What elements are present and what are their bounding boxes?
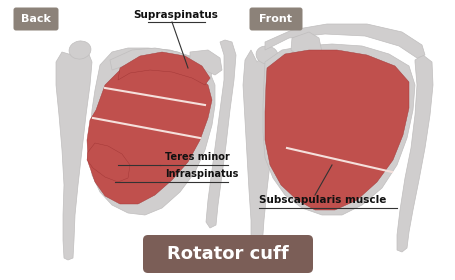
Polygon shape	[397, 55, 433, 252]
Polygon shape	[263, 44, 415, 215]
Polygon shape	[90, 48, 215, 215]
Polygon shape	[206, 40, 236, 228]
Text: Back: Back	[21, 14, 51, 24]
FancyBboxPatch shape	[143, 235, 313, 273]
Text: Infraspinatus: Infraspinatus	[165, 169, 238, 179]
Polygon shape	[110, 48, 212, 80]
FancyBboxPatch shape	[14, 8, 59, 31]
Text: Subscapularis muscle: Subscapularis muscle	[259, 195, 386, 205]
Polygon shape	[190, 50, 222, 75]
FancyBboxPatch shape	[249, 8, 303, 31]
Polygon shape	[87, 65, 212, 204]
Ellipse shape	[69, 41, 91, 59]
Polygon shape	[291, 32, 322, 60]
Text: Rotator cuff: Rotator cuff	[167, 245, 289, 263]
Ellipse shape	[256, 46, 278, 64]
Text: Front: Front	[259, 14, 293, 24]
Text: Supraspinatus: Supraspinatus	[134, 10, 218, 20]
Polygon shape	[265, 50, 409, 210]
Polygon shape	[87, 143, 130, 182]
Polygon shape	[118, 52, 210, 85]
Polygon shape	[265, 24, 425, 58]
Polygon shape	[56, 50, 92, 260]
Text: Teres minor: Teres minor	[165, 152, 230, 162]
Polygon shape	[243, 50, 281, 258]
